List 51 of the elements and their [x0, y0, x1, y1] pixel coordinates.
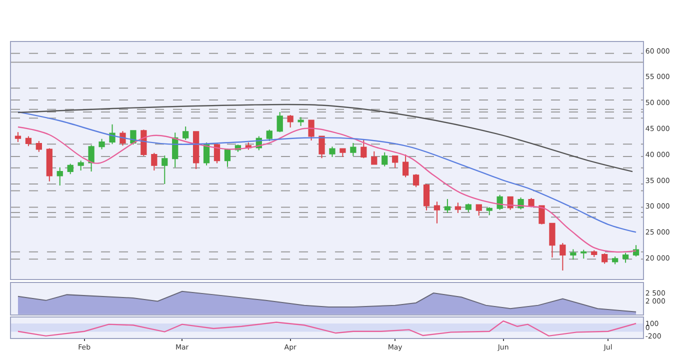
candlestick [162, 154, 168, 184]
candlestick [340, 148, 346, 158]
candlestick [109, 124, 116, 145]
candlestick [276, 111, 283, 133]
candlestick [56, 166, 63, 186]
candlestick [528, 197, 534, 208]
candlestick [549, 222, 556, 258]
candlestick [329, 146, 336, 158]
candlestick [67, 163, 74, 175]
candlestick [423, 183, 430, 211]
candlestick [192, 130, 200, 170]
candlestick [318, 135, 325, 159]
candlestick [402, 154, 409, 178]
candlestick [632, 244, 640, 258]
candlestick [224, 148, 231, 168]
candlestick [287, 114, 294, 128]
candlestick [308, 119, 314, 141]
candlestick [412, 174, 420, 188]
candlestick [88, 144, 94, 172]
candlestick [476, 204, 482, 216]
candlestick [612, 256, 618, 265]
candlestick [98, 138, 105, 150]
candlestick [214, 144, 220, 164]
candlestick [454, 202, 462, 214]
candlestick [602, 252, 608, 264]
candlestick [570, 248, 576, 260]
candlestick [444, 198, 451, 214]
candlestick [382, 152, 388, 167]
candlestick [371, 150, 378, 166]
candlestick [580, 249, 587, 260]
candlestick [46, 148, 52, 182]
candlestick [465, 203, 472, 212]
candlestick [151, 152, 158, 171]
candlestick [172, 132, 178, 168]
candlestick [486, 206, 492, 216]
candlestick [14, 132, 22, 143]
candlestick [36, 140, 42, 152]
candlestick [360, 138, 367, 159]
candlestick [434, 201, 440, 224]
candlestick [591, 250, 598, 258]
candlestick [622, 252, 629, 264]
candlestick [298, 116, 304, 126]
candlestick [182, 126, 189, 140]
candlestick [392, 154, 398, 168]
candlestick [350, 142, 356, 156]
candlestick [560, 242, 566, 272]
candlestick [78, 160, 84, 171]
candlestick [25, 136, 32, 147]
candlestick [538, 204, 545, 225]
candlestick [140, 129, 147, 156]
candlestick [266, 129, 272, 142]
